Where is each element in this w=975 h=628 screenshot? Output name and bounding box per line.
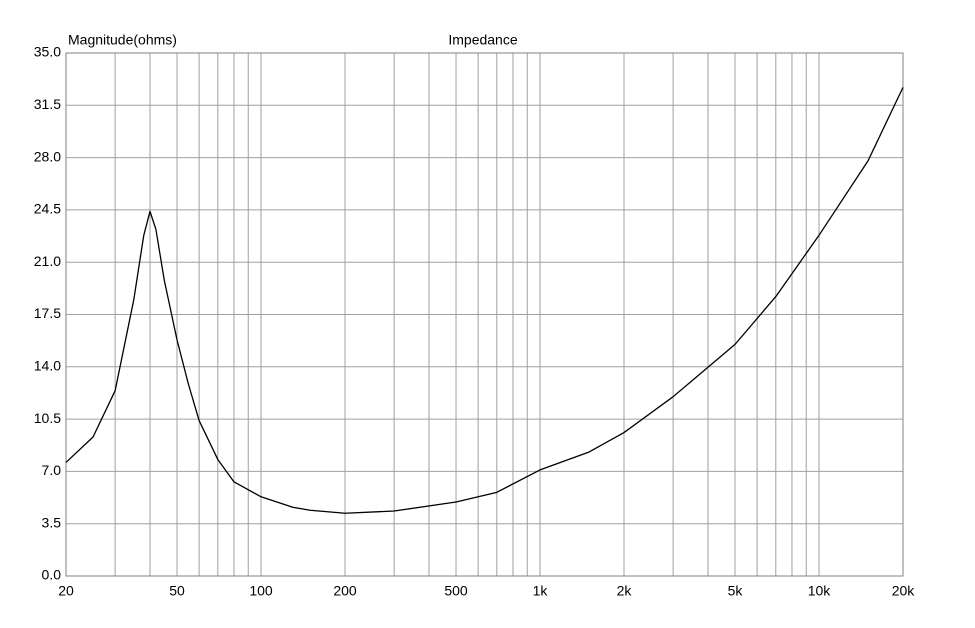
y-tick-label: 24.5 xyxy=(34,201,61,217)
y-tick-label: 21.0 xyxy=(34,253,61,269)
y-axis-label: Magnitude(ohms) xyxy=(68,32,177,48)
x-tick-label: 10k xyxy=(808,583,832,599)
y-tick-label: 10.5 xyxy=(34,410,61,426)
y-tick-label: 17.5 xyxy=(34,305,61,321)
y-tick-label: 14.0 xyxy=(34,358,61,374)
y-tick-label: 28.0 xyxy=(34,148,61,164)
x-tick-label: 200 xyxy=(333,583,357,599)
impedance-line xyxy=(65,87,904,514)
y-tick-label: 31.5 xyxy=(34,96,61,112)
x-tick-label: 2k xyxy=(617,583,633,599)
x-tick-label: 1k xyxy=(533,583,549,599)
x-tick-label: 20k xyxy=(892,583,916,599)
plot-frame xyxy=(65,52,904,577)
x-tick-label: 50 xyxy=(169,583,185,599)
x-tick-label: 100 xyxy=(249,583,273,599)
x-tick-label: 20 xyxy=(58,583,74,599)
x-tick-label: 500 xyxy=(444,583,468,599)
chart-title: Impedance xyxy=(448,32,517,48)
y-tick-label: 35.0 xyxy=(34,44,61,60)
y-tick-label: 0.0 xyxy=(42,567,62,583)
y-tick-label: 7.0 xyxy=(42,462,62,478)
x-tick-label: 5k xyxy=(728,583,744,599)
y-tick-label: 3.5 xyxy=(42,514,62,530)
